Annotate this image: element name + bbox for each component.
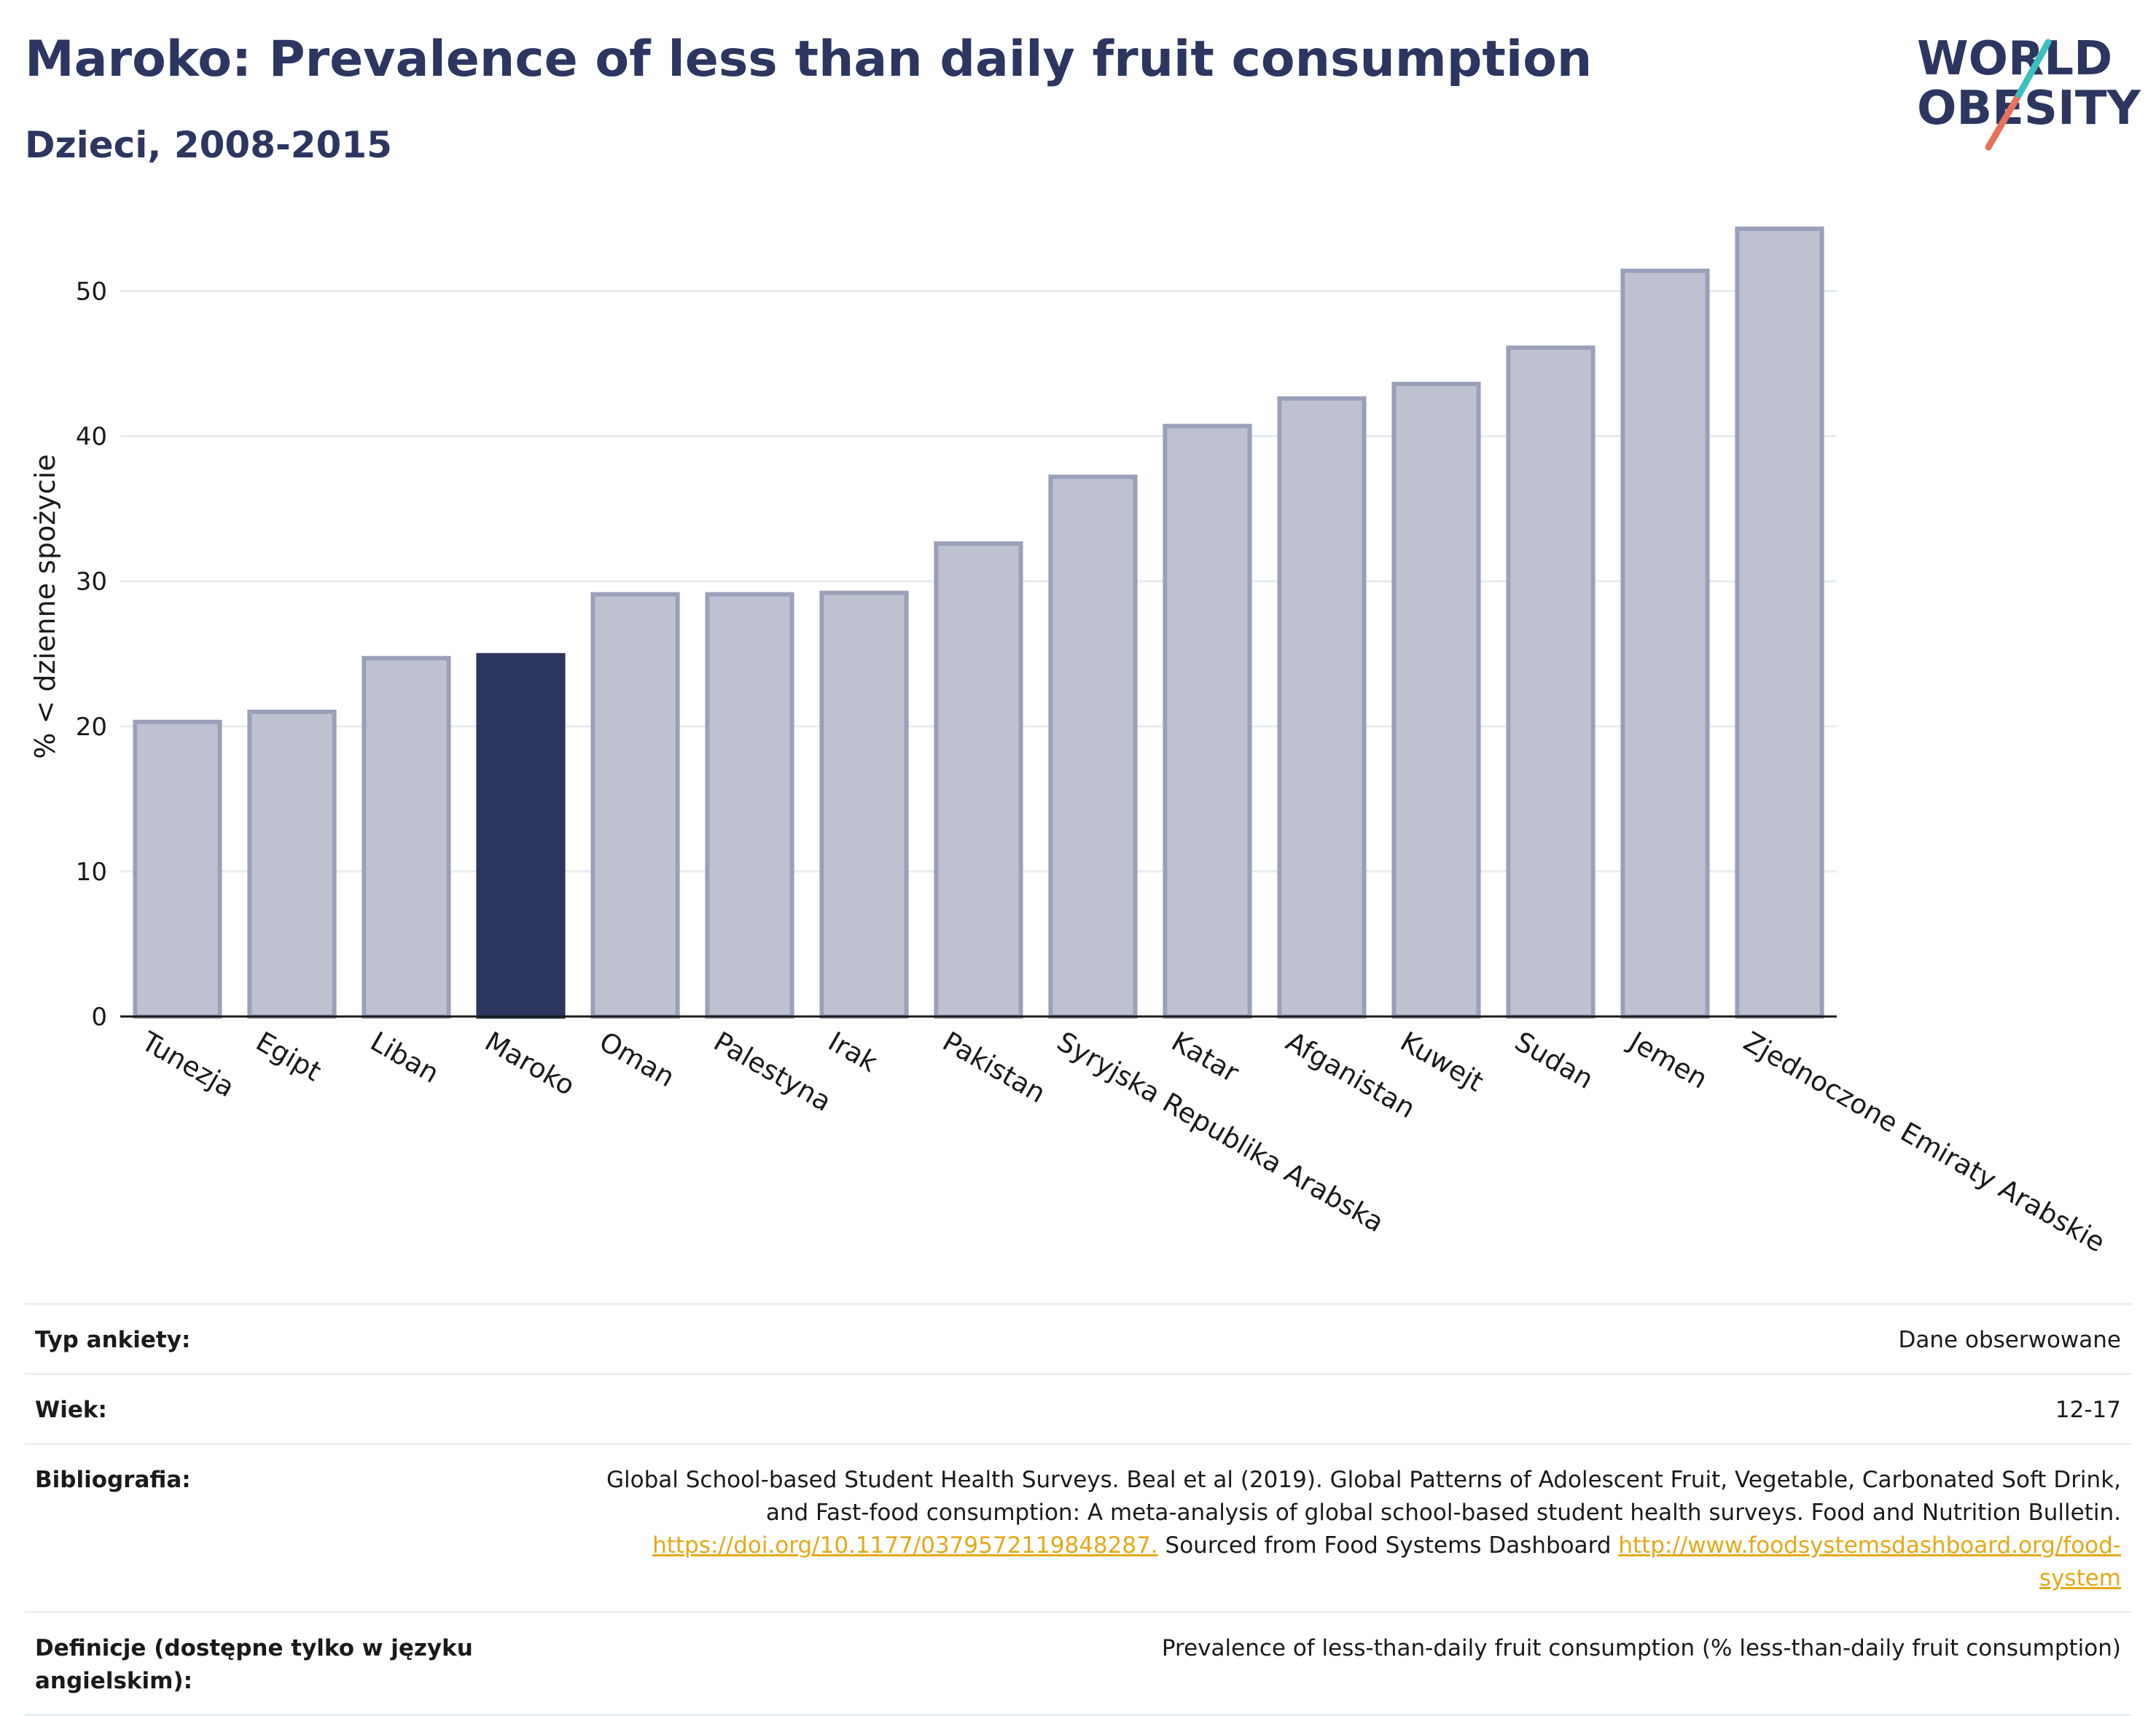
info-key: Wiek: (35, 1397, 107, 1423)
logo-slash-teal (2015, 39, 2052, 98)
x-tick-label: Irak (823, 1026, 883, 1079)
logo-slash-coral (1985, 91, 2023, 151)
x-tick-label: Egipt (251, 1026, 327, 1088)
bar-liban[interactable] (362, 656, 451, 1019)
bibliography-mid-text: Sourced from Food Systems Dashboard (1157, 1532, 1619, 1559)
info-value: Global School-based Student Health Surve… (501, 1464, 2121, 1595)
info-value: Dane obserwowane (1898, 1327, 2121, 1353)
bar-tunezja[interactable] (133, 719, 222, 1019)
info-key: Typ ankiety: (35, 1327, 191, 1353)
world-obesity-logo[interactable]: WORLD OBESITY (1895, 22, 2143, 153)
x-tick-label: Tunezja (136, 1025, 240, 1103)
x-tick-label: Pakistan (937, 1026, 1051, 1110)
bar-jemen[interactable] (1620, 268, 1710, 1019)
x-tick-label: Oman (594, 1026, 680, 1094)
y-tick-label: 40 (76, 423, 107, 452)
bar-sudan[interactable] (1506, 345, 1595, 1019)
logo-line2: OBESITY (1917, 82, 2141, 136)
chart-subtitle: Dzieci, 2008-2015 (25, 124, 392, 166)
bar-palestyna[interactable] (705, 592, 794, 1019)
info-value: 12-17 (2055, 1397, 2121, 1423)
bar-chart: 0 10 20 30 40 50 Tunezja Egipt Liban Maroko Oman P… (29, 226, 2110, 1259)
x-tick-label: Zjednoczone Emiraty Arabskie (1738, 1026, 2110, 1259)
doi-link[interactable]: https://doi.org/10.1177/0379572119848287… (652, 1532, 1158, 1559)
bar-maroko[interactable] (476, 653, 566, 1019)
bar-kuwejt[interactable] (1391, 381, 1481, 1019)
x-tick-label: Katar (1166, 1026, 1245, 1089)
info-table: Typ ankiety: Dane obserwowane Wiek: 12-1… (25, 1303, 2131, 1716)
y-tick-label: 50 (76, 278, 107, 307)
bars (133, 226, 1824, 1019)
x-tick-labels: Tunezja Egipt Liban Maroko Oman PalestynaIrak… (136, 1025, 2110, 1259)
x-tick-label: Sudan (1509, 1026, 1598, 1096)
bar-zjednoczone-emiraty-arabskie[interactable] (1735, 226, 1824, 1019)
y-tick-label: 10 (76, 858, 107, 887)
x-tick-label: Palestyna (708, 1026, 837, 1118)
x-tick-label: Maroko (480, 1026, 580, 1102)
bar-irak[interactable] (819, 590, 909, 1019)
x-tick-label: Jemen (1622, 1025, 1713, 1095)
y-tick-labels: 0 10 20 30 40 50 (76, 278, 107, 1032)
x-tick-label: Liban (365, 1026, 445, 1089)
info-row-definitions: Definicje (dostępne tylko w języku angie… (25, 1611, 2131, 1716)
bibliography-line2: and Fast-food consumption: A meta-analys… (765, 1500, 2121, 1526)
food-systems-link-cont[interactable]: system (2039, 1565, 2121, 1591)
y-tick-label: 30 (76, 568, 107, 597)
bar-egipt[interactable] (247, 709, 337, 1019)
bar-katar[interactable] (1163, 423, 1252, 1019)
info-key: Bibliografia: (35, 1467, 191, 1493)
info-row-survey-type: Typ ankiety: Dane obserwowane (25, 1303, 2131, 1373)
chart-title: Maroko: Prevalence of less than daily fr… (25, 31, 1593, 88)
y-axis-title: % < dzienne spożycie (29, 454, 61, 759)
logo-line1: WORLD (1917, 32, 2112, 86)
x-tick-label: Afganistan (1281, 1026, 1421, 1125)
info-row-age: Wiek: 12-17 (25, 1373, 2131, 1443)
bar-pakistan[interactable] (934, 541, 1023, 1019)
bar-afganistan[interactable] (1277, 396, 1367, 1019)
y-tick-label: 0 (91, 1003, 107, 1032)
bar-oman[interactable] (590, 592, 680, 1019)
bar-syryjska-republika-arabska[interactable] (1048, 474, 1138, 1019)
x-tick-label: Kuwejt (1395, 1026, 1489, 1098)
info-key: Definicje (dostępne tylko w języku angie… (35, 1635, 473, 1694)
info-row-bibliography: Bibliografia: Global School-based Studen… (25, 1443, 2131, 1611)
info-value: Prevalence of less-than-daily fruit cons… (1161, 1635, 2121, 1661)
y-tick-label: 20 (76, 713, 107, 742)
food-systems-link[interactable]: http://www.foodsystemsdashboard.org/food… (1618, 1532, 2121, 1559)
bibliography-line1: Global School-based Student Health Surve… (606, 1467, 2121, 1493)
